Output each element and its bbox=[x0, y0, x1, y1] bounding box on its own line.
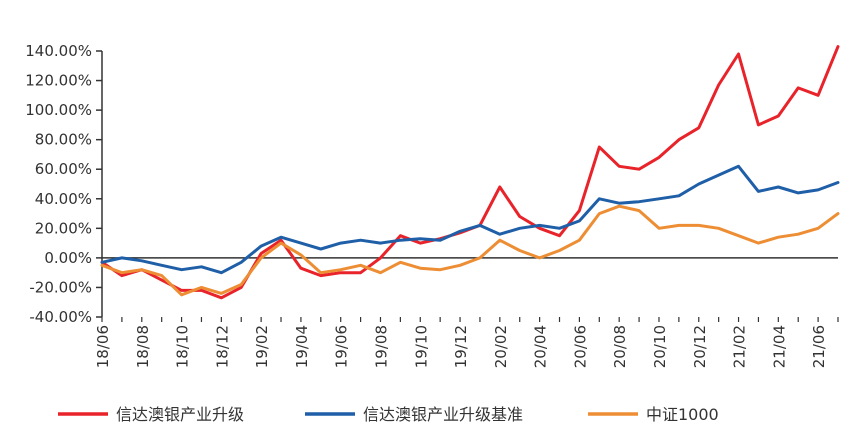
x-tick-label: 19/12 bbox=[452, 325, 470, 368]
y-tick-label: 0.00% bbox=[44, 249, 92, 267]
x-tick-label: 20/02 bbox=[492, 325, 510, 368]
x-tick-label: 18/06 bbox=[94, 325, 112, 368]
x-tick-label: 21/02 bbox=[731, 325, 749, 368]
axes: -40.00% -20.00% 0.00% 20.00% 40.00% 60.00% 80.… bbox=[25, 42, 839, 368]
x-tick-label: 18/10 bbox=[174, 325, 192, 368]
x-tick-label: 20/08 bbox=[611, 325, 629, 368]
legend: 信达澳银产业升级 信达澳银产业升级基准 中证1000 bbox=[58, 405, 719, 424]
y-tick-label: 140.00% bbox=[25, 42, 92, 60]
series-line-2 bbox=[100, 164, 840, 275]
y-tick-label: 80.00% bbox=[35, 131, 92, 149]
x-tick-label: 20/04 bbox=[532, 325, 550, 368]
x-tick-label: 20/12 bbox=[691, 325, 709, 368]
x-tick-label: 19/02 bbox=[253, 325, 271, 368]
y-tick-label: 60.00% bbox=[35, 160, 92, 178]
x-tick-label: 20/06 bbox=[571, 325, 589, 368]
x-tick-label: 19/06 bbox=[333, 325, 351, 368]
x-tick-label: 18/08 bbox=[134, 325, 152, 368]
y-tick-label: 40.00% bbox=[35, 190, 92, 208]
x-tick-label: 21/04 bbox=[770, 325, 788, 368]
legend-label-1: 信达澳银产业升级 bbox=[116, 405, 244, 424]
x-tick-label: 19/10 bbox=[412, 325, 430, 368]
series-line-3 bbox=[100, 204, 840, 297]
x-tick-label: 20/10 bbox=[651, 325, 669, 368]
x-tick-label: 19/08 bbox=[372, 325, 390, 368]
legend-label-3: 中证1000 bbox=[646, 405, 719, 424]
y-tick-label: 20.00% bbox=[35, 219, 92, 237]
legend-label-2: 信达澳银产业升级基准 bbox=[363, 405, 523, 424]
y-tick-label: -20.00% bbox=[29, 278, 92, 296]
y-tick-label: 120.00% bbox=[25, 72, 92, 90]
y-tick-label: -40.00% bbox=[29, 308, 92, 326]
x-tick-label: 21/06 bbox=[810, 325, 828, 368]
series-lines bbox=[100, 45, 840, 300]
y-tick-label: 100.00% bbox=[25, 101, 92, 119]
x-tick-label: 19/04 bbox=[293, 325, 311, 368]
x-tick-label: 18/12 bbox=[213, 325, 231, 368]
